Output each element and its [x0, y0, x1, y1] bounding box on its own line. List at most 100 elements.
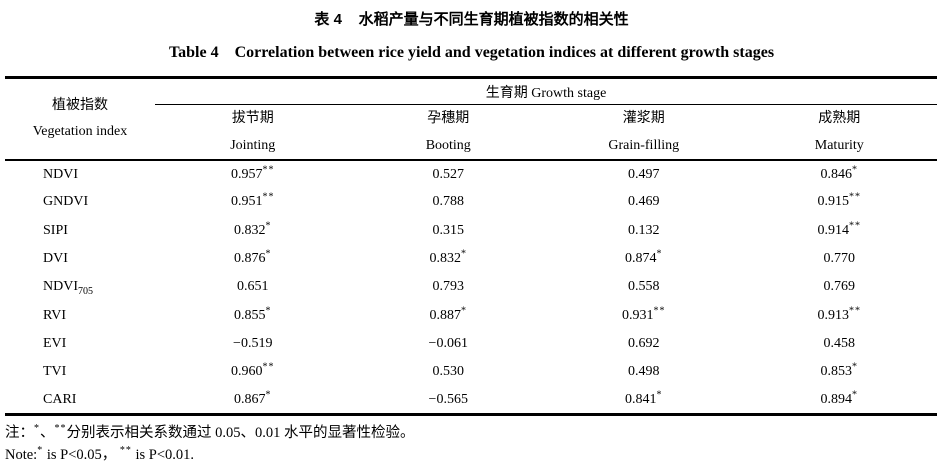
- correlation-value: 0.458: [823, 335, 856, 351]
- correlation-value: 0.876*: [234, 248, 272, 267]
- table-row: NDVI 0.957** 0.527 0.497 0.846*: [5, 160, 937, 188]
- table-row: TVI 0.960** 0.530 0.498 0.853*: [5, 358, 937, 386]
- correlation-value: 0.497: [628, 166, 660, 182]
- correlation-value: 0.769: [823, 279, 856, 295]
- vegetation-index-label: CARI: [43, 391, 77, 407]
- table-title-english: Table 4 Correlation between rice yield a…: [168, 44, 775, 61]
- correlation-value: 0.315: [432, 222, 465, 238]
- significance-marker: *: [265, 248, 272, 260]
- correlation-value: 0.914**: [817, 220, 862, 238]
- growth-stage-group-header: 生育期 Growth stage: [155, 77, 938, 105]
- significance-marker: *: [461, 248, 467, 260]
- significance-marker: **: [849, 304, 862, 316]
- significance-marker: **: [262, 163, 275, 175]
- significance-marker: *: [656, 389, 663, 401]
- table-title-chinese: 表 4 水稻产量与不同生育期植被指数的相关性: [314, 11, 629, 28]
- correlation-value: 0.788: [432, 194, 465, 210]
- correlation-value: 0.558: [628, 279, 660, 295]
- significance-marker: **: [54, 423, 67, 435]
- vegetation-index-label: GNDVI: [43, 194, 89, 210]
- vegetation-index-header-zh: 植被指数: [52, 98, 108, 113]
- group-header-row: 植被指数 Vegetation index 生育期 Growth stage: [5, 77, 938, 161]
- significance-marker: **: [262, 361, 275, 373]
- stage-header-en: Booting: [425, 138, 471, 153]
- correlation-value: 0.651: [237, 279, 269, 295]
- stage-header-grain-filling: 灌浆期 Grain-filling: [546, 104, 742, 161]
- significance-marker: *: [461, 304, 467, 316]
- significance-marker: **: [262, 191, 275, 203]
- correlation-value: 0.855*: [234, 304, 272, 323]
- correlation-value: 0.132: [628, 222, 660, 238]
- stage-header-jointing: 拔节期 Jointing: [155, 104, 351, 161]
- table-row: NDVI705 0.651 0.793 0.558 0.769: [5, 273, 937, 301]
- correlation-table: 植被指数 Vegetation index 生育期 Growth stage 拔…: [5, 76, 938, 417]
- correlation-value: 0.692: [628, 335, 660, 351]
- correlation-value: 0.841*: [625, 389, 663, 407]
- table-row: CARI 0.867* −0.565 0.841* 0.894*: [5, 386, 937, 414]
- correlation-value: 0.846*: [820, 163, 859, 182]
- significance-marker: *: [265, 304, 272, 316]
- table-row: RVI 0.855* 0.887* 0.931** 0.913**: [5, 301, 937, 329]
- correlation-value: 0.894*: [820, 389, 859, 407]
- stage-header-zh: 灌浆期: [622, 111, 665, 126]
- vegetation-index-label: EVI: [43, 335, 67, 351]
- stage-header-booting: 孕穗期 Booting: [350, 104, 546, 161]
- vegetation-index-header-en: Vegetation index: [32, 124, 128, 139]
- significance-marker: *: [852, 361, 859, 373]
- note-en-mid: is P<0.05，: [43, 447, 120, 464]
- vegetation-index-label: NDVI705: [43, 279, 93, 298]
- note-zh-separator: 、: [40, 425, 55, 442]
- correlation-value: −0.519: [233, 335, 273, 351]
- significance-marker: **: [849, 191, 862, 203]
- correlation-value: 0.874*: [625, 248, 663, 267]
- correlation-value: −0.061: [428, 335, 468, 351]
- correlation-value: 0.853*: [820, 361, 859, 380]
- note-zh-prefix: 注：: [5, 425, 34, 442]
- correlation-value: −0.565: [428, 391, 468, 407]
- correlation-value: 0.832*: [429, 248, 467, 267]
- table-row: SIPI 0.832* 0.315 0.132 0.914**: [5, 217, 937, 245]
- significance-marker: **: [653, 304, 666, 316]
- correlation-value: 0.913**: [817, 304, 862, 323]
- table-row: GNDVI 0.951** 0.788 0.469 0.915**: [5, 188, 937, 216]
- correlation-value: 0.527: [432, 166, 465, 182]
- correlation-value: 0.770: [823, 251, 856, 267]
- vegetation-index-label: SIPI: [43, 222, 68, 238]
- correlation-value: 0.530: [432, 364, 465, 380]
- note-en-prefix: Note:: [5, 447, 38, 464]
- table-notes: 注：*、**分别表示相关系数通过 0.05、0.01 水平的显著性检验。 Not…: [5, 422, 943, 466]
- stage-header-maturity: 成熟期 Maturity: [741, 104, 938, 161]
- correlation-value: 0.867*: [234, 389, 272, 407]
- stage-header-en: Grain-filling: [608, 138, 680, 153]
- significance-marker: **: [119, 445, 132, 457]
- significance-marker: *: [37, 445, 44, 457]
- table-row: DVI 0.876* 0.832* 0.874* 0.770: [5, 245, 937, 273]
- table-row: EVI −0.519 −0.061 0.692 0.458: [5, 330, 937, 358]
- vegetation-index-label: RVI: [43, 307, 66, 323]
- vegetation-index-label: NDVI: [43, 166, 78, 182]
- note-english: Note:* is P<0.05， ** is P<0.01.: [5, 444, 943, 466]
- stage-header-zh: 拔节期: [231, 111, 274, 126]
- correlation-value: 0.832*: [234, 220, 272, 238]
- significance-marker: *: [656, 248, 663, 260]
- stage-header-zh: 孕穗期: [427, 111, 470, 126]
- correlation-value: 0.887*: [429, 304, 467, 323]
- significance-marker: *: [34, 423, 40, 435]
- stage-header-row: 拔节期 Jointing 孕穗期 Booting 灌浆期 Grain-filli…: [5, 104, 938, 161]
- note-chinese: 注：*、**分别表示相关系数通过 0.05、0.01 水平的显著性检验。: [5, 422, 943, 444]
- stage-header-zh: 成熟期: [818, 111, 861, 126]
- significance-marker: **: [849, 220, 862, 232]
- stage-header-en: Maturity: [814, 138, 864, 153]
- label-subscript: 705: [78, 286, 93, 298]
- significance-marker: *: [852, 389, 859, 401]
- correlation-value: 0.793: [432, 279, 465, 295]
- significance-marker: *: [265, 220, 272, 232]
- vegetation-index-header: 植被指数 Vegetation index: [5, 77, 155, 161]
- vegetation-index-label: TVI: [43, 364, 67, 380]
- vegetation-index-label: DVI: [43, 251, 68, 267]
- correlation-value: 0.960**: [231, 361, 275, 380]
- note-zh-text: 分别表示相关系数通过 0.05、0.01 水平的显著性检验。: [66, 425, 415, 442]
- significance-marker: *: [852, 163, 859, 175]
- correlation-value: 0.951**: [231, 191, 275, 210]
